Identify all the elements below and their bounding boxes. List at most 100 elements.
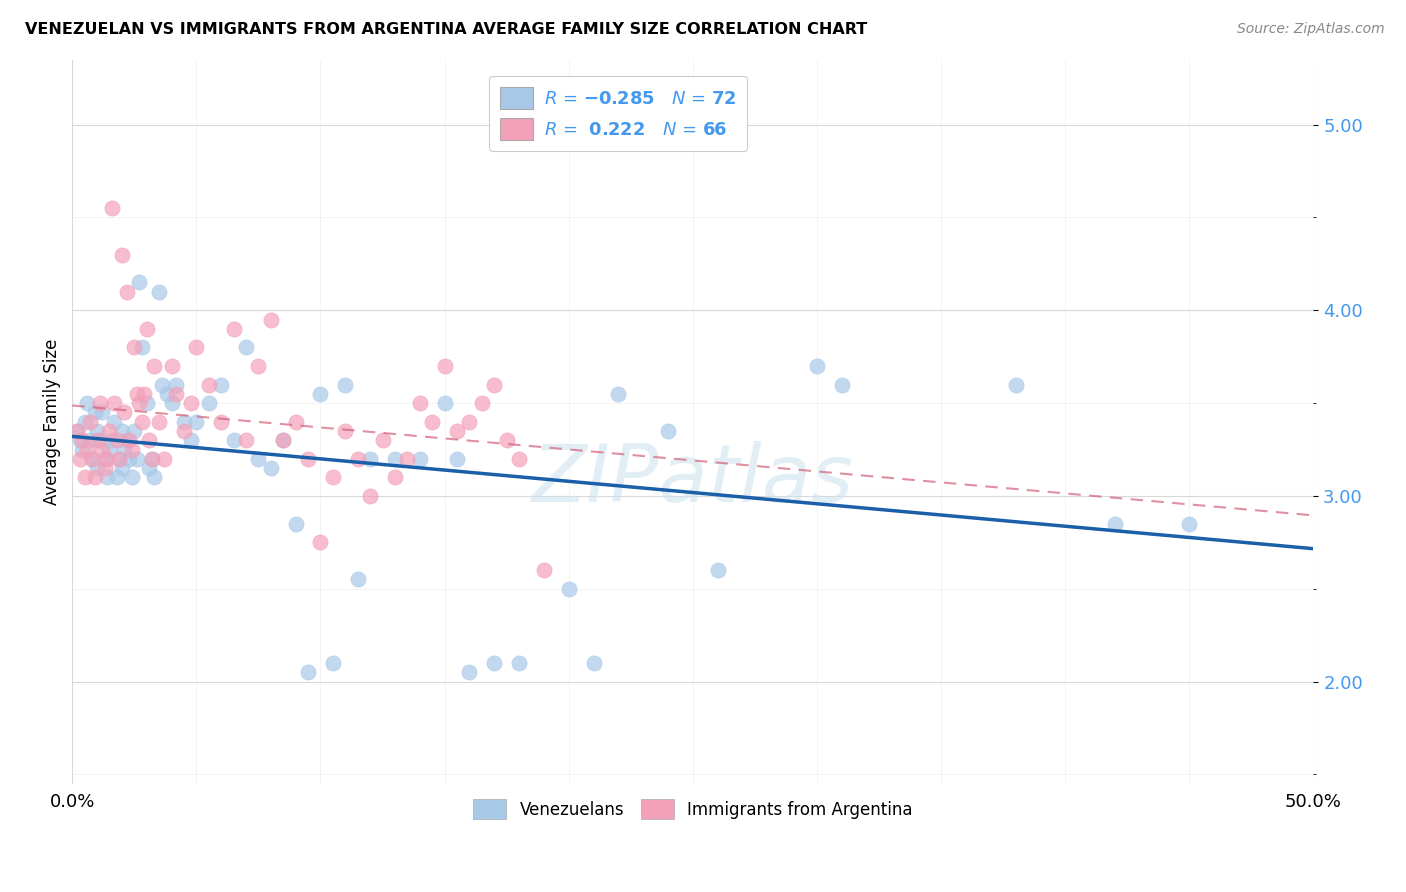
Point <box>484 656 506 670</box>
Point <box>533 563 555 577</box>
Point <box>112 442 135 457</box>
Point <box>1104 516 1126 531</box>
Point <box>121 442 143 457</box>
Point <box>209 415 232 429</box>
Point <box>143 359 166 373</box>
Point <box>186 415 208 429</box>
Point <box>346 451 368 466</box>
Point <box>108 451 131 466</box>
Point <box>197 377 219 392</box>
Point <box>409 451 432 466</box>
Point <box>135 322 157 336</box>
Point <box>160 396 183 410</box>
Point <box>111 424 134 438</box>
Point <box>101 201 124 215</box>
Point <box>284 415 307 429</box>
Point <box>73 415 96 429</box>
Point <box>706 563 728 577</box>
Point <box>284 516 307 531</box>
Point <box>150 377 173 392</box>
Point <box>111 461 134 475</box>
Point <box>66 424 89 438</box>
Point <box>359 489 381 503</box>
Point <box>396 451 419 466</box>
Point <box>124 340 146 354</box>
Point <box>112 405 135 419</box>
Point <box>93 451 115 466</box>
Point <box>173 424 195 438</box>
Point <box>93 461 115 475</box>
Point <box>235 340 257 354</box>
Point <box>166 386 188 401</box>
Point <box>128 396 150 410</box>
Point <box>495 434 517 448</box>
Point <box>1004 377 1026 392</box>
Point <box>160 359 183 373</box>
Point <box>111 247 134 261</box>
Point <box>222 434 245 448</box>
Point <box>409 396 432 410</box>
Point <box>86 434 108 448</box>
Point <box>125 451 148 466</box>
Point <box>134 386 156 401</box>
Point <box>91 442 114 457</box>
Point <box>118 434 141 448</box>
Point <box>98 442 121 457</box>
Point <box>335 424 357 438</box>
Point <box>96 470 118 484</box>
Point <box>335 377 357 392</box>
Point <box>458 665 481 680</box>
Point <box>197 396 219 410</box>
Point <box>446 451 468 466</box>
Point <box>115 285 138 299</box>
Point <box>83 405 105 419</box>
Point <box>371 434 394 448</box>
Point <box>66 424 89 438</box>
Point <box>471 396 494 410</box>
Point <box>271 434 294 448</box>
Point <box>235 434 257 448</box>
Point <box>80 451 103 466</box>
Point <box>125 386 148 401</box>
Point <box>105 434 128 448</box>
Point <box>260 312 283 326</box>
Point <box>155 386 177 401</box>
Point <box>86 424 108 438</box>
Point <box>384 451 406 466</box>
Point <box>138 461 160 475</box>
Text: ZIPatlas: ZIPatlas <box>531 441 853 518</box>
Point <box>101 434 124 448</box>
Point <box>76 442 98 457</box>
Point <box>322 470 344 484</box>
Point <box>105 470 128 484</box>
Point <box>91 405 114 419</box>
Point <box>70 442 93 457</box>
Point <box>831 377 853 392</box>
Point <box>80 451 103 466</box>
Point <box>384 470 406 484</box>
Point <box>89 434 111 448</box>
Point <box>209 377 232 392</box>
Point <box>89 396 111 410</box>
Point <box>96 451 118 466</box>
Y-axis label: Average Family Size: Average Family Size <box>44 338 60 505</box>
Point <box>607 386 630 401</box>
Point <box>420 415 443 429</box>
Point <box>1178 516 1201 531</box>
Point <box>135 396 157 410</box>
Point <box>98 424 121 438</box>
Point <box>508 656 530 670</box>
Point <box>128 276 150 290</box>
Point <box>69 434 91 448</box>
Point <box>806 359 828 373</box>
Point <box>186 340 208 354</box>
Point <box>131 415 153 429</box>
Point <box>582 656 605 670</box>
Point <box>166 377 188 392</box>
Point <box>484 377 506 392</box>
Point <box>657 424 679 438</box>
Point <box>69 451 91 466</box>
Point <box>322 656 344 670</box>
Point <box>143 470 166 484</box>
Point <box>180 396 202 410</box>
